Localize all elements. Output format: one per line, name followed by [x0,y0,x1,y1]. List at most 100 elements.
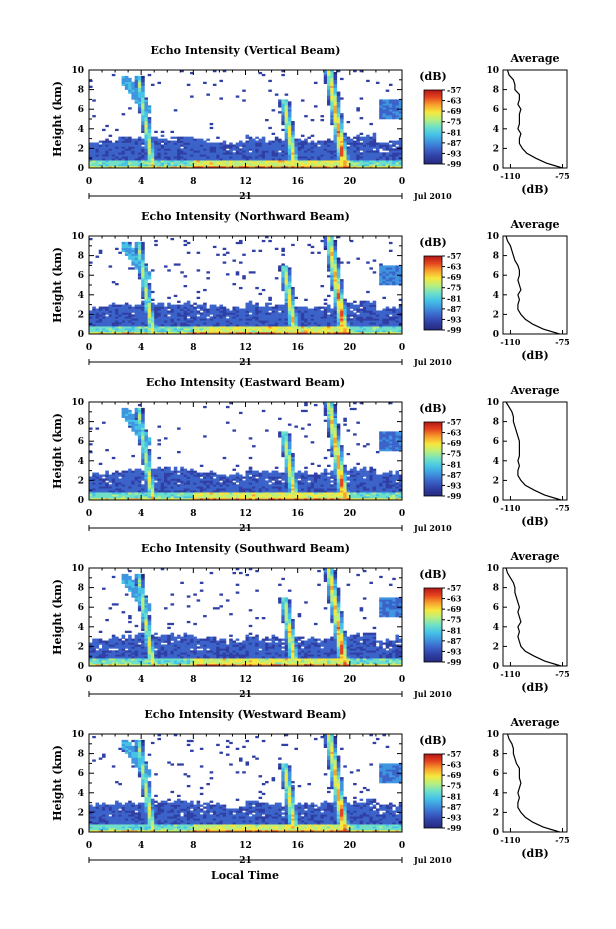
x-tick-label: 0 [399,841,405,851]
date-label: Jul 2010 [413,523,452,533]
average-x-tick-label: -75 [555,669,569,679]
heatmap-field [89,236,403,335]
y-axis-label: Height (km) [51,81,64,157]
y-tick-label: 6 [78,105,84,115]
colorbar-tick-label: -69 [447,770,462,780]
y-tick-label: 0 [78,164,84,174]
x-tick-label: 8 [190,841,196,851]
average-title: Average [509,52,559,65]
y-tick-label: 10 [71,66,84,76]
x-tick-label: 12 [239,177,252,187]
colorbar [423,587,443,663]
colorbar [423,421,443,497]
y-tick-label: 0 [78,828,84,838]
x-tick-label: 0 [86,343,92,353]
x-tick-label: 8 [190,509,196,519]
average-y-tick-label: 4 [493,623,499,633]
y-tick-label: 6 [78,437,84,447]
average-frame [502,235,568,335]
average-y-tick-label: 0 [493,662,499,672]
y-tick-label: 8 [78,252,84,262]
x-tick-label: 0 [86,675,92,685]
y-tick-label: 10 [71,564,84,574]
colorbar-unit: (dB) [419,734,446,747]
average-frame [502,401,568,501]
colorbar-tick-label: -63 [447,594,462,604]
average-y-tick-label: 6 [493,437,499,447]
colorbar-tick-label: -93 [447,148,462,158]
panel-1: Echo Intensity (Northward Beam) 0 2 4 6 8 10 He… [51,210,570,368]
colorbar-tick-label: -93 [447,480,462,490]
panel-2: Echo Intensity (Eastward Beam) 0 2 4 6 8 10 Hei… [51,376,570,534]
average-profile-line [506,69,563,169]
x-tick-label: 12 [239,509,252,519]
y-axis-label: Height (km) [51,745,64,821]
average-y-tick-label: 6 [493,769,499,779]
average-y-tick-label: 8 [493,418,499,428]
colorbar-tick-label: -57 [447,749,461,759]
x-tick-label: 16 [291,675,304,685]
colorbar-unit: (dB) [419,70,446,83]
colorbar-tick-label: -63 [447,262,462,272]
x-tick-label: 4 [138,509,144,519]
average-y-tick-label: 8 [493,750,499,760]
colorbar-tick-label: -99 [447,823,462,833]
x-tick-label: 16 [291,841,304,851]
average-y-tick-label: 2 [493,476,499,486]
x-axis-label: Local Time [211,869,279,882]
average-profile-line [505,567,562,667]
x-tick-label: 0 [399,177,405,187]
colorbar-tick-label: -81 [447,791,461,801]
average-x-tick-label: -110 [500,337,520,347]
y-axis-label: Height (km) [51,413,64,489]
average-x-tick-label: -75 [555,171,569,181]
y-tick-label: 8 [78,750,84,760]
x-tick-label: 20 [344,177,357,187]
colorbar-tick-label: -69 [447,272,462,282]
y-tick-label: 0 [78,496,84,506]
average-y-tick-label: 0 [493,330,499,340]
average-y-tick-label: 0 [493,496,499,506]
x-tick-label: 16 [291,177,304,187]
y-tick-label: 4 [78,125,84,135]
y-tick-label: 6 [78,271,84,281]
average-y-tick-label: 8 [493,252,499,262]
colorbar-tick-label: -81 [447,459,461,469]
x-tick-label: 0 [86,177,92,187]
average-y-tick-label: 4 [493,789,499,799]
y-tick-label: 10 [71,398,84,408]
day-label: 21 [239,192,252,202]
colorbar-tick-label: -57 [447,85,461,95]
colorbar-tick-label: -99 [447,325,462,335]
y-tick-label: 2 [78,808,84,818]
y-tick-label: 6 [78,769,84,779]
x-tick-label: 12 [239,841,252,851]
average-y-tick-label: 10 [486,398,499,408]
average-y-tick-label: 0 [493,828,499,838]
x-tick-label: 0 [399,343,405,353]
colorbar-tick-label: -75 [447,615,461,625]
colorbar [423,255,443,331]
y-tick-label: 4 [78,623,84,633]
average-y-tick-label: 10 [486,730,499,740]
colorbar-tick-label: -63 [447,760,462,770]
x-tick-label: 20 [344,509,357,519]
y-tick-label: 0 [78,662,84,672]
colorbar-tick-label: -87 [447,636,461,646]
x-tick-label: 12 [239,675,252,685]
heatmap-field [89,568,403,667]
colorbar-tick-label: -63 [447,96,462,106]
panel-3: Echo Intensity (Southward Beam) 0 2 4 6 8 10 He… [51,542,570,700]
colorbar-tick-label: -75 [447,449,461,459]
average-y-tick-label: 4 [493,457,499,467]
average-frame [502,69,568,169]
average-title: Average [509,550,559,563]
x-tick-label: 16 [291,343,304,353]
average-y-tick-label: 2 [493,144,499,154]
average-y-tick-label: 2 [493,808,499,818]
average-y-tick-label: 4 [493,125,499,135]
y-tick-label: 6 [78,603,84,613]
average-x-label: (dB) [521,515,548,528]
average-x-label: (dB) [521,183,548,196]
average-y-tick-label: 2 [493,310,499,320]
